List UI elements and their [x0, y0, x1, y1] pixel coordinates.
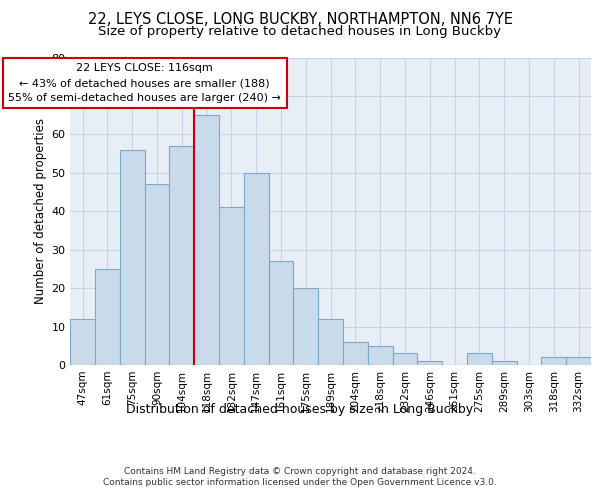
Bar [541, 358, 566, 365]
Bar [368, 346, 392, 365]
Bar [145, 184, 169, 365]
Text: Contains HM Land Registry data © Crown copyright and database right 2024.
Contai: Contains HM Land Registry data © Crown c… [103, 468, 497, 487]
Bar [467, 354, 492, 365]
Bar [194, 115, 219, 365]
Bar [293, 288, 318, 365]
Bar [566, 358, 591, 365]
Bar [318, 319, 343, 365]
Text: Size of property relative to detached houses in Long Buckby: Size of property relative to detached ho… [98, 24, 502, 38]
Bar [269, 261, 293, 365]
Text: 22, LEYS CLOSE, LONG BUCKBY, NORTHAMPTON, NN6 7YE: 22, LEYS CLOSE, LONG BUCKBY, NORTHAMPTON… [88, 12, 512, 28]
Bar [95, 269, 120, 365]
Bar [418, 361, 442, 365]
Y-axis label: Number of detached properties: Number of detached properties [34, 118, 47, 304]
Text: Distribution of detached houses by size in Long Buckby: Distribution of detached houses by size … [127, 402, 473, 415]
Text: 22 LEYS CLOSE: 116sqm
← 43% of detached houses are smaller (188)
55% of semi-det: 22 LEYS CLOSE: 116sqm ← 43% of detached … [8, 64, 281, 103]
Bar [70, 319, 95, 365]
Bar [219, 208, 244, 365]
Bar [169, 146, 194, 365]
Bar [392, 354, 418, 365]
Bar [244, 173, 269, 365]
Bar [343, 342, 368, 365]
Bar [120, 150, 145, 365]
Bar [492, 361, 517, 365]
